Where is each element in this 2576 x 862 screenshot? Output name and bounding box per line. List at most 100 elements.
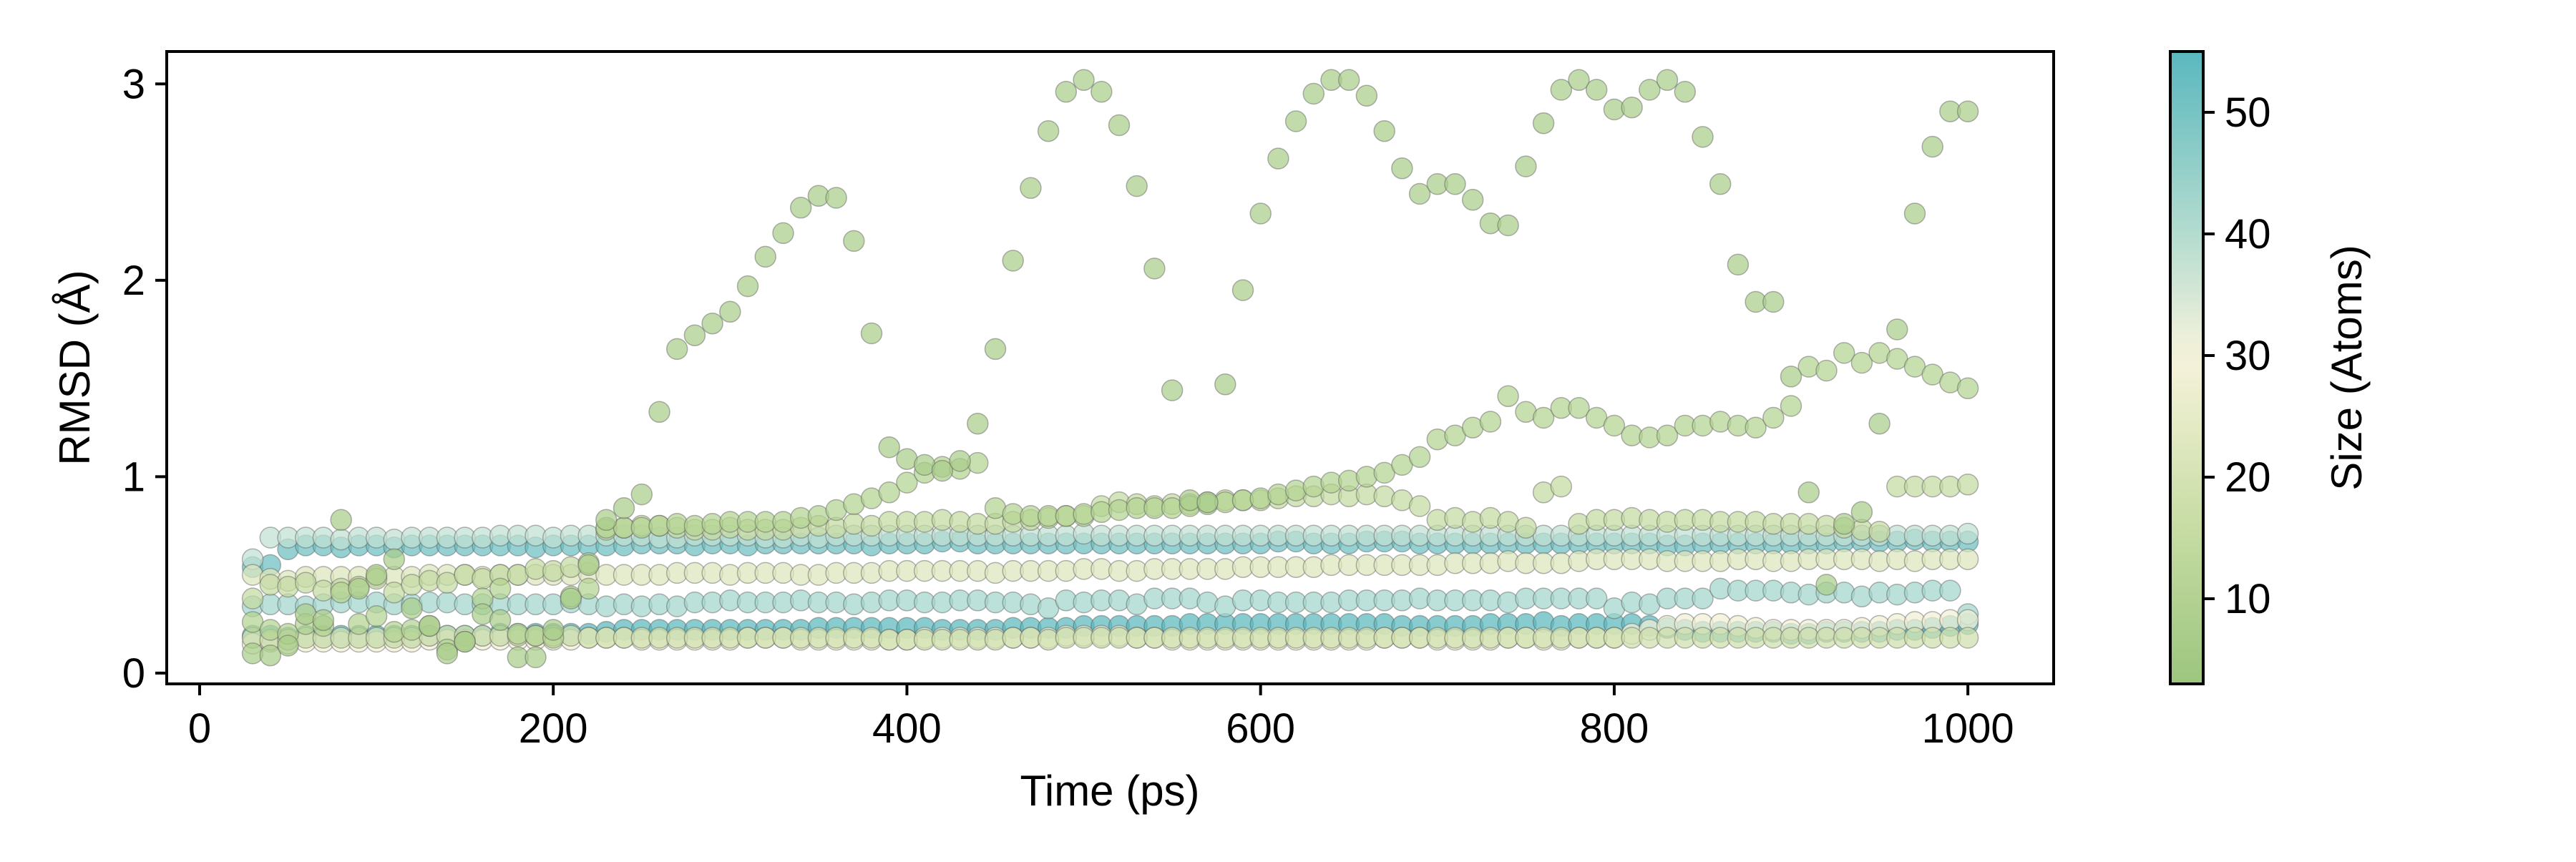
data-point bbox=[489, 577, 512, 600]
colorbar-ticks: 10 20 30 40 50 bbox=[2203, 89, 2271, 622]
data-point bbox=[436, 642, 459, 665]
data-point bbox=[277, 635, 299, 657]
data-point bbox=[1337, 69, 1360, 92]
data-point bbox=[595, 509, 618, 532]
y-axis-ticks: 0 1 2 3 bbox=[122, 61, 167, 697]
data-point bbox=[1267, 483, 1289, 506]
y-tick-label: 3 bbox=[122, 61, 145, 107]
y-axis-label: RMSD (Å) bbox=[51, 270, 99, 465]
data-point bbox=[1550, 79, 1573, 101]
data-point bbox=[843, 230, 865, 253]
data-point bbox=[1161, 379, 1184, 401]
data-point bbox=[1302, 82, 1325, 105]
data-point bbox=[1408, 446, 1431, 469]
scatter-points bbox=[241, 69, 1979, 669]
data-point bbox=[277, 575, 299, 598]
data-point bbox=[1426, 428, 1449, 451]
data-point bbox=[1479, 411, 1502, 433]
data-point bbox=[789, 197, 812, 219]
data-point bbox=[1108, 589, 1131, 612]
data-point bbox=[1692, 126, 1714, 148]
data-point bbox=[772, 222, 794, 245]
data-point bbox=[401, 574, 423, 596]
data-point bbox=[1020, 177, 1042, 200]
series-fragment-38 bbox=[241, 522, 1979, 570]
data-point bbox=[1214, 373, 1236, 396]
data-point bbox=[577, 554, 600, 577]
x-tick-label: 400 bbox=[872, 705, 942, 752]
data-point bbox=[1850, 351, 1873, 374]
series-fragment-7 bbox=[241, 69, 1979, 669]
data-point bbox=[1585, 79, 1608, 101]
data-point bbox=[1284, 110, 1307, 132]
data-point bbox=[1196, 591, 1219, 614]
data-point bbox=[1956, 627, 1979, 649]
data-point bbox=[348, 613, 370, 635]
colorbar-label: Size (Atoms) bbox=[2323, 245, 2371, 490]
data-point bbox=[1550, 475, 1573, 498]
data-point bbox=[1850, 501, 1873, 524]
data-point bbox=[1903, 202, 1926, 225]
data-point bbox=[1921, 363, 1943, 386]
plot-frame bbox=[165, 50, 2055, 685]
data-point bbox=[1833, 513, 1855, 535]
data-point bbox=[1515, 516, 1537, 539]
data-point bbox=[825, 187, 847, 209]
data-point bbox=[436, 572, 459, 594]
data-point bbox=[1037, 119, 1060, 142]
data-point bbox=[1497, 214, 1519, 237]
data-point bbox=[1179, 587, 1201, 609]
data-point bbox=[1745, 416, 1767, 439]
data-point bbox=[1568, 397, 1590, 419]
data-point bbox=[330, 582, 352, 604]
data-point bbox=[401, 619, 423, 641]
data-point bbox=[1903, 356, 1926, 378]
data-point bbox=[1444, 506, 1466, 529]
data-point bbox=[1515, 155, 1537, 177]
data-point bbox=[1337, 469, 1360, 492]
data-point bbox=[365, 564, 388, 586]
data-point bbox=[1532, 406, 1555, 429]
data-point bbox=[1568, 69, 1590, 92]
data-point bbox=[542, 559, 565, 582]
data-point bbox=[1815, 359, 1838, 382]
data-point bbox=[949, 450, 971, 472]
data-point bbox=[754, 245, 776, 268]
data-point bbox=[560, 587, 582, 609]
data-point bbox=[1391, 454, 1413, 476]
data-point bbox=[1355, 84, 1378, 107]
data-point bbox=[630, 483, 653, 506]
data-point bbox=[1002, 250, 1024, 272]
data-point bbox=[967, 412, 989, 435]
data-point bbox=[1692, 414, 1714, 437]
data-point bbox=[418, 614, 441, 637]
data-point bbox=[1762, 290, 1785, 313]
data-point bbox=[259, 644, 282, 667]
data-point bbox=[860, 322, 883, 345]
data-point bbox=[719, 300, 741, 323]
data-point bbox=[241, 587, 264, 609]
colorbar bbox=[2169, 50, 2205, 685]
data-point bbox=[1037, 597, 1060, 619]
data-point bbox=[1461, 189, 1484, 211]
data-point bbox=[1956, 474, 1979, 496]
data-point bbox=[931, 459, 954, 482]
data-point bbox=[1603, 414, 1626, 437]
data-point bbox=[665, 338, 688, 361]
data-point bbox=[1727, 253, 1750, 276]
data-point bbox=[1797, 481, 1820, 504]
data-point bbox=[1479, 506, 1502, 529]
data-point bbox=[1249, 202, 1272, 225]
data-point bbox=[1196, 491, 1219, 514]
x-tick-label: 600 bbox=[1226, 705, 1295, 752]
data-point bbox=[1532, 112, 1555, 134]
y-tick-label: 1 bbox=[122, 454, 145, 500]
data-point bbox=[1709, 411, 1732, 433]
data-point bbox=[1568, 513, 1590, 535]
data-point bbox=[1585, 406, 1608, 429]
data-point bbox=[1868, 412, 1890, 435]
data-point bbox=[383, 548, 406, 570]
x-tick-label: 0 bbox=[188, 705, 211, 752]
